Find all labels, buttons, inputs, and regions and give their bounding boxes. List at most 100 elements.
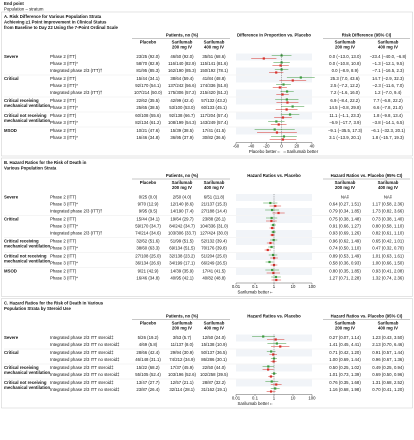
row-label: Phase 3 (ITT)*	[50, 224, 78, 229]
count-cell: 15/22 (68.2)	[136, 365, 160, 370]
count-cell: 32/138 (23.2)	[169, 254, 195, 259]
count-cell: 52/132 (39.4)	[201, 239, 227, 244]
ci-cell: 6.9 (−8.4, 22.2)	[330, 98, 360, 103]
arrow	[269, 291, 273, 294]
count-cell: 17/41 (41.5)	[202, 269, 226, 274]
estimate-point	[285, 108, 288, 111]
end-point-label: End point	[4, 1, 24, 6]
ci-cell: −23.4 (−40.0, −6.8)	[370, 54, 407, 59]
count-cell: 137/242 (56.6)	[168, 83, 197, 88]
x-tick-label: 20	[294, 144, 299, 149]
ci-header: Risk Difference (95% CI)	[342, 33, 392, 38]
count-cell: 46/50 (92.0)	[170, 54, 194, 59]
ci-cell: 1.00 (0.66, 1.50)	[372, 261, 404, 266]
ci-cell: 1.73 (0.82, 3.66)	[372, 209, 404, 214]
ci-cell: 1.27 (0.71, 2.28)	[329, 276, 361, 281]
estimate-point	[274, 275, 278, 279]
estimate-point	[281, 138, 285, 141]
ci-cell: 0.65 (0.42, 1.01)	[372, 239, 404, 244]
ci-cell: 0.89 (0.53, 1.49)	[329, 254, 361, 259]
row-shade	[236, 89, 312, 97]
x-tick-label: 40	[310, 144, 315, 149]
count-cell: 50/137 (36.5)	[201, 350, 227, 355]
row-label: Phase 2 (ITT)	[50, 195, 77, 200]
x-tick-label: 100	[308, 396, 316, 401]
estimate-point	[270, 380, 273, 383]
x-tick-label: 10	[291, 396, 296, 401]
count-cell: 27/108 (25.0)	[135, 254, 161, 259]
ci-cell: 0.49 (0.25, 0.94)	[372, 365, 404, 370]
x-tick-label: 10	[291, 284, 296, 289]
count-cell: 215/420 (51.2)	[200, 90, 229, 95]
row-label: Phase 2 (ITT)	[50, 254, 77, 259]
count-cell: 40/82 (48.8)	[202, 276, 226, 281]
ci-cell: 11.1 (−1.1, 23.3)	[329, 113, 361, 118]
count-cell: 74/214 (34.6)	[135, 231, 161, 236]
count-cell: 31/162 (19.1)	[201, 387, 227, 392]
count-cell: 9/95 (9.5)	[139, 209, 158, 214]
ci-column-header: 200 mg IV	[335, 45, 355, 50]
estimate-point	[272, 353, 275, 356]
count-cell: 66/249 (26.5)	[201, 261, 227, 266]
estimate-point	[262, 335, 265, 338]
ci-cell: 1.23 (0.43, 3.50)	[372, 335, 404, 340]
ci-cell: 0.74 (0.50, 1.10)	[329, 246, 361, 251]
count-cell: 14/190 (7.4)	[170, 209, 194, 214]
count-cell: 23/25 (92.0)	[136, 54, 160, 59]
estimate-point	[270, 208, 274, 212]
estimate-point	[275, 131, 279, 134]
estimate-point	[278, 86, 281, 89]
estimate-point	[262, 57, 265, 60]
count-cell: 107/214 (50.0)	[134, 90, 163, 95]
count-cell: 103/306 (33.7)	[168, 231, 197, 236]
ci-cell: 0.75 (0.38, 1.48)	[329, 217, 361, 222]
count-cell: 92/138 (66.7)	[169, 113, 195, 118]
estimate-point	[270, 219, 273, 223]
ci-header: Hazard Ratios vs. Placebo (95% CI)	[331, 314, 403, 319]
count-cell: 15/44 (34.1)	[136, 217, 160, 222]
count-cell: 150/192 (78.1)	[200, 68, 229, 73]
row-label: Integrated phase 2/3 ITT steroid‡	[50, 365, 114, 370]
ci-column-header: 200 mg IV	[335, 326, 355, 331]
count-cell: 81/95 (85.3)	[136, 68, 160, 73]
count-cell: 16/46 (34.8)	[136, 135, 160, 140]
count-cell: 12/57 (21.1)	[170, 380, 194, 385]
count-cell: 102/258 (39.5)	[200, 372, 229, 377]
count-cell: 21/137 (15.3)	[201, 202, 227, 207]
estimate-point	[271, 253, 275, 257]
ci-column-header: 400 mg IV	[378, 185, 398, 190]
estimate-point	[272, 271, 275, 275]
row-shade	[236, 230, 312, 237]
ci-cell: 0.80 (0.35, 1.85)	[329, 269, 361, 274]
ci-cell: 0.91 (0.66, 1.27)	[329, 224, 361, 229]
count-cell: 36/134 (26.9)	[135, 261, 161, 266]
x-tick-label: 0.1	[252, 284, 259, 289]
plot-header: Difference in Proportion vs. Placebo	[237, 33, 311, 38]
row-label: Phase 2 (ITT)	[50, 128, 77, 133]
stratum-label: Critical not receiving	[4, 254, 47, 259]
patients-header: Patients, no (%)	[166, 314, 199, 319]
axis-label-left: Sarilumab better	[237, 401, 269, 406]
estimate-point	[281, 93, 284, 96]
ci-cell: −7.1 (−16.5, 2.3)	[372, 68, 404, 73]
estimate-point	[269, 390, 273, 393]
estimate-point	[282, 83, 285, 86]
count-cell: 86/286 (30.1)	[201, 357, 227, 362]
ci-cell: 25.3 (7.0, 43.6)	[330, 76, 360, 81]
estimate-point	[275, 71, 278, 74]
stratum-label: Critical receiving	[4, 239, 39, 244]
count-cell: 103/196 (52.6)	[168, 372, 197, 377]
ci-cell: 0.93 (0.69, 1.26)	[329, 231, 361, 236]
row-label: Phase 3 (ITT)*	[50, 120, 78, 125]
row-label: Integrated phase 2/3 (ITT)†	[50, 209, 103, 214]
count-cell: 19/64 (29.7)	[170, 217, 194, 222]
row-label: Integrated phase 2/3 (ITT)†	[50, 90, 103, 95]
ci-cell: 0.0 (−8.9, 8.9)	[332, 68, 359, 73]
stratum-label: Severe	[4, 335, 19, 340]
count-cell: 175/306 (57.2)	[168, 90, 197, 95]
count-cell: 36/95 (37.9)	[170, 135, 194, 140]
estimate-point	[273, 128, 276, 131]
estimate-point	[291, 79, 294, 82]
row-shade	[236, 364, 312, 372]
count-cell: 32/114 (28.1)	[169, 387, 195, 392]
